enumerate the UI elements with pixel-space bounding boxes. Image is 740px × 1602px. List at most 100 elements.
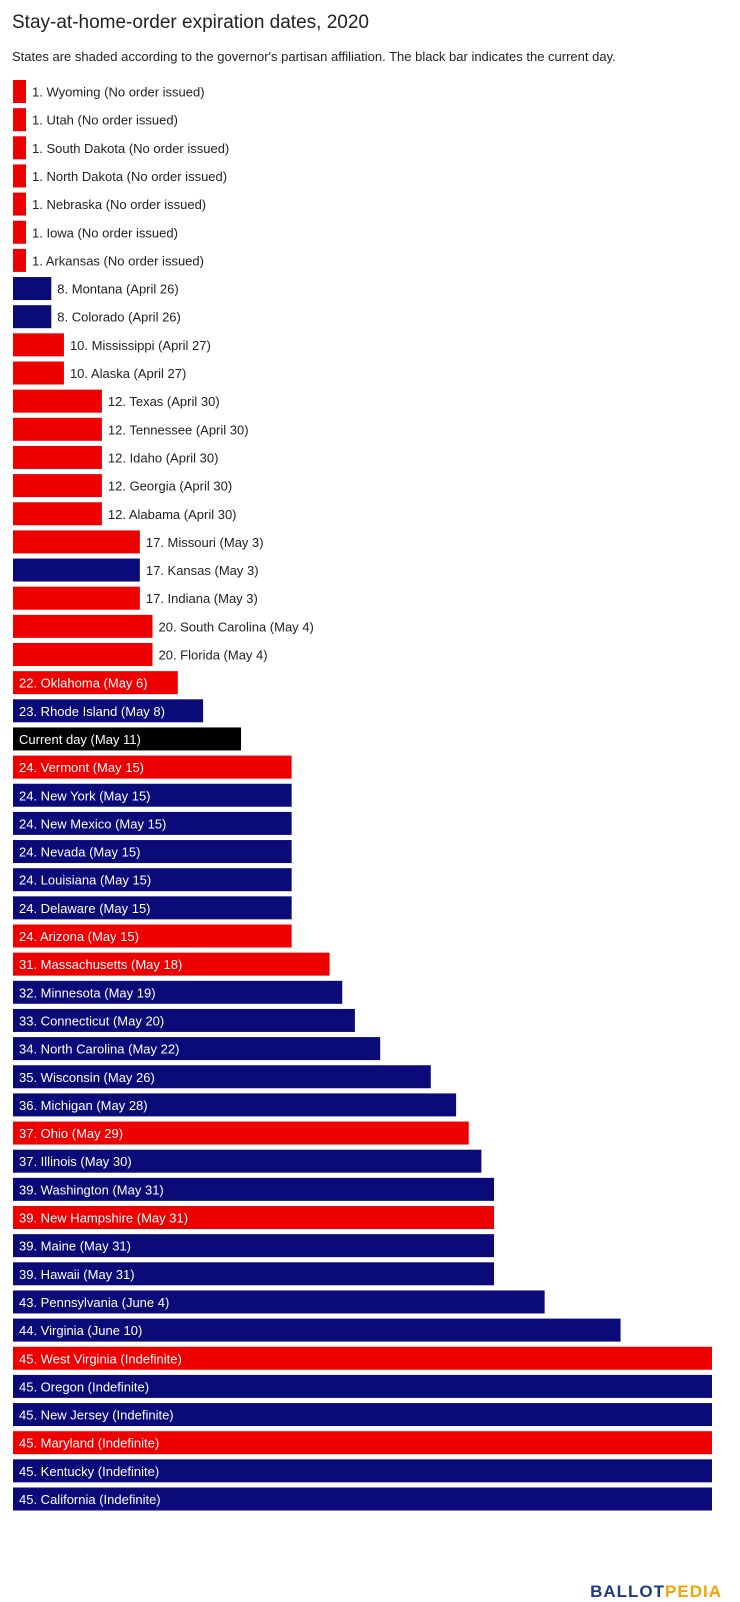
- bar-47: [13, 1403, 712, 1427]
- bar-label-19: 20. South Carolina (May 4): [159, 619, 314, 634]
- bar-label-16: 17. Missouri (May 3): [146, 535, 264, 550]
- bar-15: [13, 502, 102, 526]
- bar-28: [13, 868, 292, 892]
- bar-label-34: 34. North Carolina (May 22): [19, 1042, 179, 1057]
- bar-label-42: 39. Hawaii (May 31): [19, 1267, 135, 1282]
- bar-11: [13, 389, 102, 413]
- bar-36: [13, 1093, 457, 1117]
- bar-37: [13, 1121, 469, 1145]
- bar-label-45: 45. West Virginia (Indefinite): [19, 1351, 182, 1366]
- bar-41: [13, 1234, 495, 1258]
- bar-label-39: 39. Washington (May 31): [19, 1182, 164, 1197]
- bar-label-15: 12. Alabama (April 30): [108, 507, 237, 522]
- bar-label-13: 12. Idaho (April 30): [108, 450, 219, 465]
- bar-27: [13, 840, 292, 864]
- bar-label-2: 1. South Dakota (No order issued): [32, 141, 229, 156]
- bar-43: [13, 1290, 545, 1314]
- bar-4: [13, 192, 26, 216]
- bar-label-31: 31. Massachusetts (May 18): [19, 957, 182, 972]
- bar-label-33: 33. Connecticut (May 20): [19, 1013, 164, 1028]
- bar-label-29: 24. Delaware (May 15): [19, 901, 151, 916]
- bar-13: [13, 445, 102, 469]
- bar-1: [13, 108, 26, 132]
- bar-label-3: 1. North Dakota (No order issued): [32, 169, 227, 184]
- bar-50: [13, 1487, 712, 1511]
- bar-label-22: 23. Rhode Island (May 8): [19, 704, 165, 719]
- bar-7: [13, 277, 52, 301]
- bar-29: [13, 896, 292, 920]
- bar-12: [13, 417, 102, 441]
- bar-38: [13, 1149, 482, 1173]
- bar-label-12: 12. Tennessee (April 30): [108, 422, 249, 437]
- bar-label-6: 1. Arkansas (No order issued): [32, 253, 204, 268]
- bar-44: [13, 1318, 621, 1342]
- bar-label-0: 1. Wyoming (No order issued): [32, 85, 205, 100]
- bar-label-44: 44. Virginia (June 10): [19, 1323, 142, 1338]
- bar-label-30: 24. Arizona (May 15): [19, 929, 139, 944]
- bar-label-14: 12. Georgia (April 30): [108, 479, 232, 494]
- bar-label-21: 22. Oklahoma (May 6): [19, 676, 148, 691]
- bar-label-37: 37. Ohio (May 29): [19, 1126, 123, 1141]
- bar-label-25: 24. New York (May 15): [19, 788, 151, 803]
- bar-10: [13, 361, 64, 385]
- bar-3: [13, 164, 26, 188]
- bar-label-48: 45. Maryland (Indefinite): [19, 1436, 159, 1451]
- bar-16: [13, 530, 140, 554]
- bar-label-47: 45. New Jersey (Indefinite): [19, 1408, 174, 1423]
- bar-label-28: 24. Louisiana (May 15): [19, 873, 151, 888]
- bar-label-20: 20. Florida (May 4): [159, 648, 268, 663]
- bar-label-1: 1. Utah (No order issued): [32, 113, 178, 128]
- bar-14: [13, 474, 102, 498]
- bar-label-23: Current day (May 11): [19, 732, 141, 747]
- bar-label-17: 17. Kansas (May 3): [146, 563, 259, 578]
- bar-label-4: 1. Nebraska (No order issued): [32, 197, 206, 212]
- bar-label-41: 39. Maine (May 31): [19, 1239, 131, 1254]
- bar-40: [13, 1206, 495, 1229]
- bar-30: [13, 924, 292, 948]
- bar-18: [13, 586, 140, 610]
- bar-34: [13, 1037, 381, 1061]
- bar-label-43: 43. Pennsylvania (June 4): [19, 1295, 169, 1310]
- bar-2: [13, 136, 26, 160]
- bar-9: [13, 333, 64, 357]
- bar-label-18: 17. Indiana (May 3): [146, 591, 258, 606]
- bar-label-32: 32. Minnesota (May 19): [19, 985, 156, 1000]
- bar-46: [13, 1374, 712, 1398]
- bar-26: [13, 811, 292, 835]
- bar-label-11: 12. Texas (April 30): [108, 394, 220, 409]
- bar-42: [13, 1262, 495, 1286]
- bar-45: [13, 1346, 712, 1370]
- bar-33: [13, 1008, 355, 1032]
- bar-5: [13, 220, 26, 244]
- bar-label-9: 10. Mississippi (April 27): [70, 338, 211, 353]
- bar-label-8: 8. Colorado (April 26): [57, 310, 181, 325]
- bar-label-38: 37. Illinois (May 30): [19, 1154, 132, 1169]
- bar-25: [13, 783, 292, 807]
- bar-label-40: 39. New Hampshire (May 31): [19, 1211, 188, 1226]
- bar-20: [13, 643, 153, 666]
- bar-0: [13, 80, 26, 103]
- bar-label-5: 1. Iowa (No order issued): [32, 225, 178, 240]
- bar-label-46: 45. Oregon (Indefinite): [19, 1379, 149, 1394]
- bar-6: [13, 248, 26, 272]
- bar-label-24: 24. Vermont (May 15): [19, 760, 144, 775]
- bar-24: [13, 755, 292, 779]
- bar-8: [13, 305, 52, 329]
- chart-subtitle: States are shaded according to the gover…: [12, 49, 616, 64]
- bar-49: [13, 1459, 712, 1483]
- bar-35: [13, 1065, 431, 1089]
- ballotpedia-logo: BALLOTPEDIA: [590, 1582, 722, 1601]
- bar-label-10: 10. Alaska (April 27): [70, 366, 186, 381]
- bar-39: [13, 1177, 495, 1201]
- bar-48: [13, 1431, 712, 1455]
- bar-21: [13, 671, 178, 695]
- bar-label-35: 35. Wisconsin (May 26): [19, 1070, 155, 1085]
- bar-22: [13, 699, 204, 723]
- bar-label-50: 45. California (Indefinite): [19, 1492, 161, 1507]
- bar-31: [13, 952, 330, 976]
- bar-32: [13, 980, 343, 1004]
- bar-label-26: 24. New Mexico (May 15): [19, 816, 166, 831]
- bar-23: [13, 727, 242, 751]
- bar-label-27: 24. Nevada (May 15): [19, 845, 140, 860]
